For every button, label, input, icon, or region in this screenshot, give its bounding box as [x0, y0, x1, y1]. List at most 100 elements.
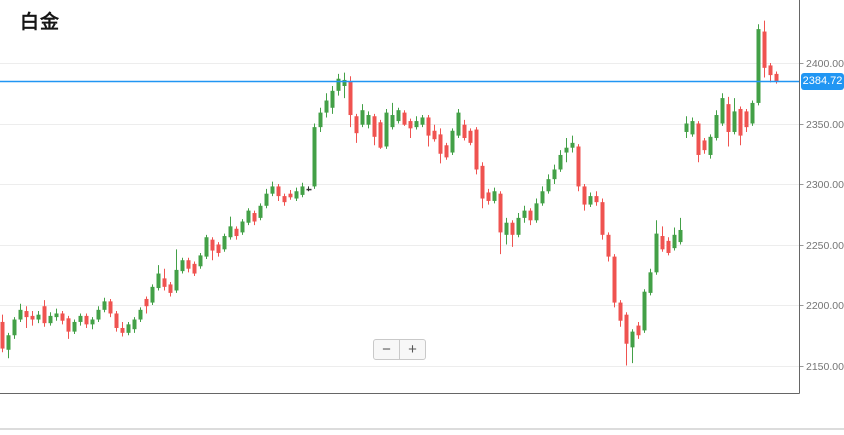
y-axis-label: 2200.00	[806, 300, 844, 312]
candle-body	[678, 229, 683, 243]
candle-body	[390, 115, 395, 128]
candle-body	[480, 165, 485, 199]
candle-body	[456, 112, 461, 136]
candle-body	[210, 239, 215, 251]
candle-body	[726, 104, 731, 132]
candle-body	[768, 65, 773, 76]
candle-body	[288, 193, 293, 198]
zoom-out-button[interactable]: −	[373, 339, 400, 360]
candle-body	[228, 226, 233, 238]
candle-body	[294, 191, 299, 199]
candle-body	[636, 325, 641, 336]
candle-body	[366, 115, 371, 125]
candle-body	[522, 210, 527, 218]
y-axis-label: 2250.00	[806, 240, 844, 252]
candle-body	[330, 90, 335, 108]
candle-body	[414, 121, 419, 128]
candle-body	[276, 186, 281, 197]
candle-body	[120, 327, 125, 333]
candle-body	[618, 302, 623, 321]
candle-body	[402, 112, 407, 125]
candle-body	[660, 236, 665, 250]
candle-body	[690, 121, 695, 135]
candle-body	[666, 240, 671, 253]
candle-body	[594, 196, 599, 203]
candle-body	[246, 210, 251, 223]
candle-body	[504, 222, 509, 235]
candle-body	[438, 134, 443, 154]
candle-body	[450, 130, 455, 153]
candle-body	[18, 309, 23, 320]
bottom-divider	[0, 428, 844, 430]
candle-body	[756, 29, 761, 103]
candle-body	[264, 193, 269, 206]
candle-body	[234, 228, 239, 237]
candle-body	[102, 301, 107, 310]
y-axis-label: 2350.00	[806, 119, 844, 131]
candle-body	[582, 186, 587, 205]
candle-body	[570, 142, 575, 148]
candle-body	[576, 146, 581, 187]
candle-body	[354, 116, 359, 134]
candle-body	[378, 122, 383, 148]
candle-body	[744, 111, 749, 128]
candle-body	[474, 129, 479, 170]
candle-body	[588, 196, 593, 205]
candle-body	[72, 321, 77, 332]
zoom-in-button[interactable]: +	[399, 339, 426, 360]
candle-body	[342, 79, 347, 86]
candle-body	[258, 205, 263, 218]
candle-body	[552, 169, 557, 180]
candle-body	[606, 234, 611, 257]
y-axis-label: 2150.00	[806, 361, 844, 373]
candle-body	[558, 154, 563, 170]
candle-body	[198, 255, 203, 267]
candle-body	[324, 100, 329, 113]
candle-body	[432, 130, 437, 140]
candle-body	[708, 136, 713, 155]
candle-body	[684, 123, 689, 132]
candle-body	[396, 110, 401, 122]
candle-body	[408, 121, 413, 129]
zoom-controls: − +	[373, 339, 426, 360]
candle-body	[372, 116, 377, 137]
candle-body	[144, 298, 149, 307]
candle-body	[36, 314, 41, 320]
candle-body	[12, 319, 17, 336]
candle-body	[498, 193, 503, 233]
candle-body	[96, 309, 101, 320]
candle-body	[714, 115, 719, 139]
candle-body	[78, 315, 83, 322]
candle-body	[318, 112, 323, 128]
candle-body	[336, 78, 341, 91]
candle-body	[732, 111, 737, 132]
candle-body	[648, 272, 653, 293]
candle-body	[114, 313, 119, 328]
candle-body	[384, 112, 389, 147]
candle-body	[654, 233, 659, 273]
candle-body	[468, 130, 473, 143]
candle-body	[762, 31, 767, 68]
candle-body	[738, 108, 743, 136]
candle-body	[696, 123, 701, 155]
candle-body	[630, 331, 635, 348]
candle-body	[540, 191, 545, 204]
candle-body	[192, 263, 197, 274]
candle-body	[42, 306, 47, 324]
candle-body	[282, 196, 287, 203]
candle-body	[516, 217, 521, 235]
y-axis-label: 2300.00	[806, 179, 844, 191]
candle-body	[252, 213, 257, 222]
candle-body	[420, 117, 425, 125]
candle-body	[150, 286, 155, 303]
candle-body	[312, 127, 317, 187]
candle-body	[138, 309, 143, 320]
candle-body	[462, 124, 467, 139]
candle-body	[174, 269, 179, 291]
candle-body	[444, 145, 449, 158]
candle-body	[774, 73, 779, 82]
candle-body	[612, 256, 617, 303]
candle-body	[486, 192, 491, 201]
candle-body	[510, 222, 515, 235]
